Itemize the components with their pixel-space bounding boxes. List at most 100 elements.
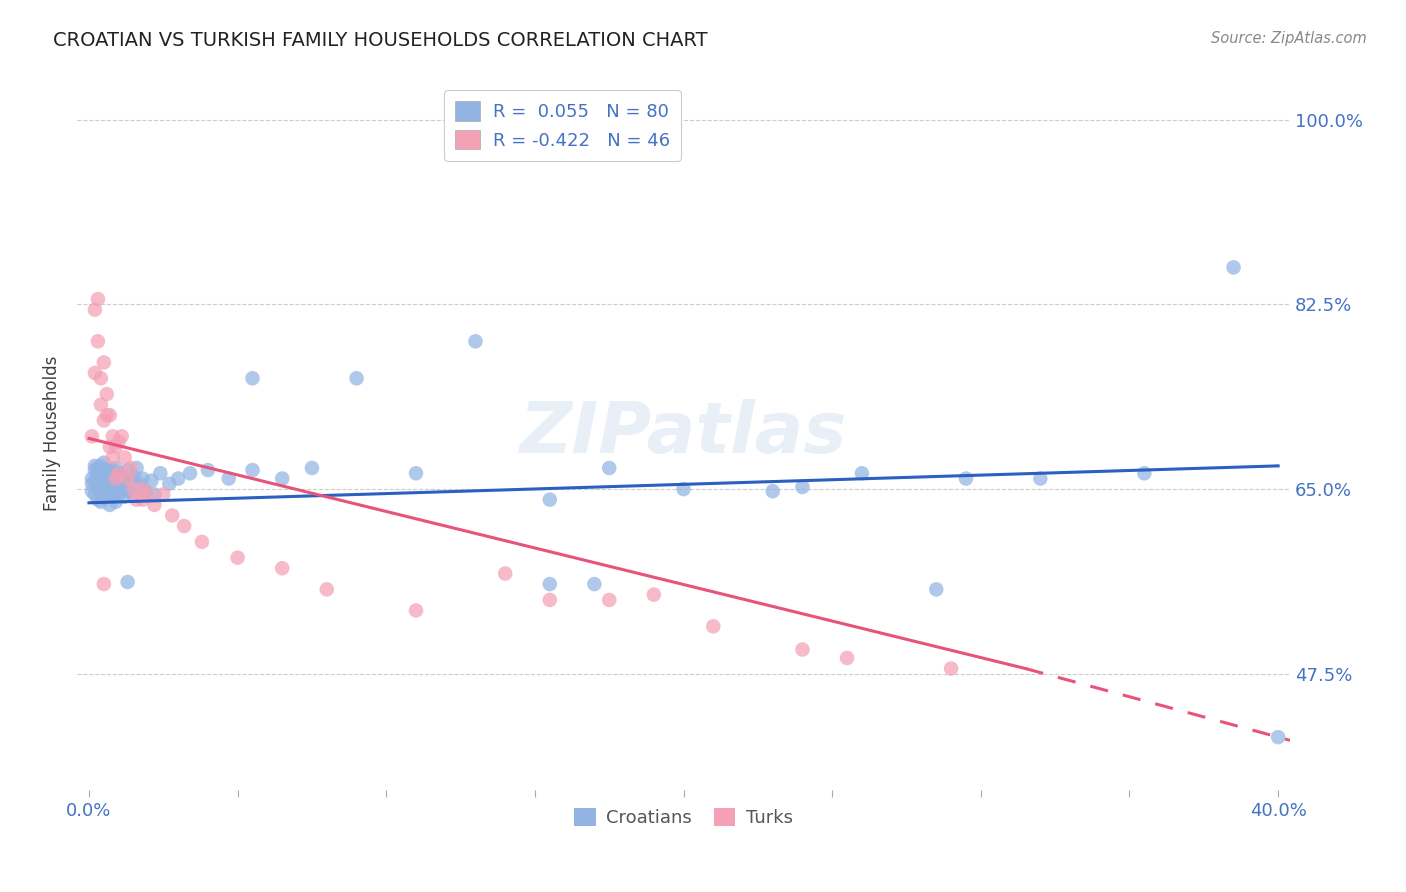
Point — [157, 476, 180, 491]
Point — [96, 387, 118, 401]
Point — [114, 490, 136, 504]
Point — [167, 471, 190, 485]
Point — [598, 461, 620, 475]
Point — [93, 355, 115, 369]
Point — [107, 487, 129, 501]
Point — [134, 484, 156, 499]
Point — [242, 463, 264, 477]
Point — [122, 482, 145, 496]
Point — [101, 450, 124, 465]
Point — [643, 588, 665, 602]
Point — [114, 476, 136, 491]
Point — [851, 467, 873, 481]
Point — [80, 476, 103, 491]
Point — [702, 619, 724, 633]
Point — [111, 471, 134, 485]
Point — [179, 467, 201, 481]
Point — [1029, 471, 1052, 485]
Point — [173, 519, 195, 533]
Point — [120, 461, 142, 475]
Point — [98, 474, 121, 488]
Point — [792, 480, 814, 494]
Point — [101, 476, 124, 491]
Point — [93, 474, 115, 488]
Point — [104, 471, 127, 485]
Point — [98, 408, 121, 422]
Point — [464, 334, 486, 349]
Point — [117, 463, 139, 477]
Point — [96, 408, 118, 422]
Point — [538, 577, 561, 591]
Point — [87, 292, 110, 306]
Point — [96, 487, 118, 501]
Point — [87, 492, 110, 507]
Point — [104, 484, 127, 499]
Point — [538, 492, 561, 507]
Point — [1222, 260, 1244, 275]
Point — [143, 487, 166, 501]
Point — [672, 482, 695, 496]
Point — [405, 603, 427, 617]
Point — [835, 651, 858, 665]
Point — [131, 482, 153, 496]
Point — [315, 582, 337, 597]
Point — [111, 429, 134, 443]
Point — [80, 429, 103, 443]
Point — [107, 434, 129, 449]
Text: CROATIAN VS TURKISH FAMILY HOUSEHOLDS CORRELATION CHART: CROATIAN VS TURKISH FAMILY HOUSEHOLDS CO… — [53, 31, 709, 50]
Legend: Croatians, Turks: Croatians, Turks — [567, 800, 800, 834]
Y-axis label: Family Households: Family Households — [44, 356, 60, 511]
Point — [111, 482, 134, 496]
Point — [98, 440, 121, 454]
Point — [80, 471, 103, 485]
Point — [143, 498, 166, 512]
Text: Source: ZipAtlas.com: Source: ZipAtlas.com — [1211, 31, 1367, 46]
Point — [583, 577, 606, 591]
Point — [101, 490, 124, 504]
Point — [87, 469, 110, 483]
Point — [93, 491, 115, 505]
Point — [149, 467, 172, 481]
Point — [120, 474, 142, 488]
Point — [93, 482, 115, 496]
Point — [117, 484, 139, 499]
Point — [301, 461, 323, 475]
Point — [84, 458, 107, 473]
Point — [104, 440, 127, 454]
Point — [90, 467, 112, 481]
Point — [346, 371, 368, 385]
Point — [125, 492, 148, 507]
Point — [98, 484, 121, 499]
Point — [104, 495, 127, 509]
Point — [90, 476, 112, 491]
Point — [107, 476, 129, 491]
Point — [242, 371, 264, 385]
Point — [114, 450, 136, 465]
Point — [141, 474, 163, 488]
Point — [117, 574, 139, 589]
Point — [87, 480, 110, 494]
Point — [104, 461, 127, 475]
Point — [128, 476, 150, 491]
Point — [93, 463, 115, 477]
Point — [152, 487, 174, 501]
Point — [84, 463, 107, 477]
Point — [96, 468, 118, 483]
Point — [191, 534, 214, 549]
Point — [98, 463, 121, 477]
Point — [98, 498, 121, 512]
Point — [405, 467, 427, 481]
Point — [84, 474, 107, 488]
Point — [762, 484, 785, 499]
Point — [90, 371, 112, 385]
Point — [271, 471, 294, 485]
Point — [84, 302, 107, 317]
Point — [107, 467, 129, 481]
Point — [1267, 730, 1289, 744]
Point — [939, 661, 962, 675]
Point — [107, 467, 129, 481]
Point — [87, 461, 110, 475]
Point — [84, 487, 107, 501]
Point — [131, 492, 153, 507]
Point — [226, 550, 249, 565]
